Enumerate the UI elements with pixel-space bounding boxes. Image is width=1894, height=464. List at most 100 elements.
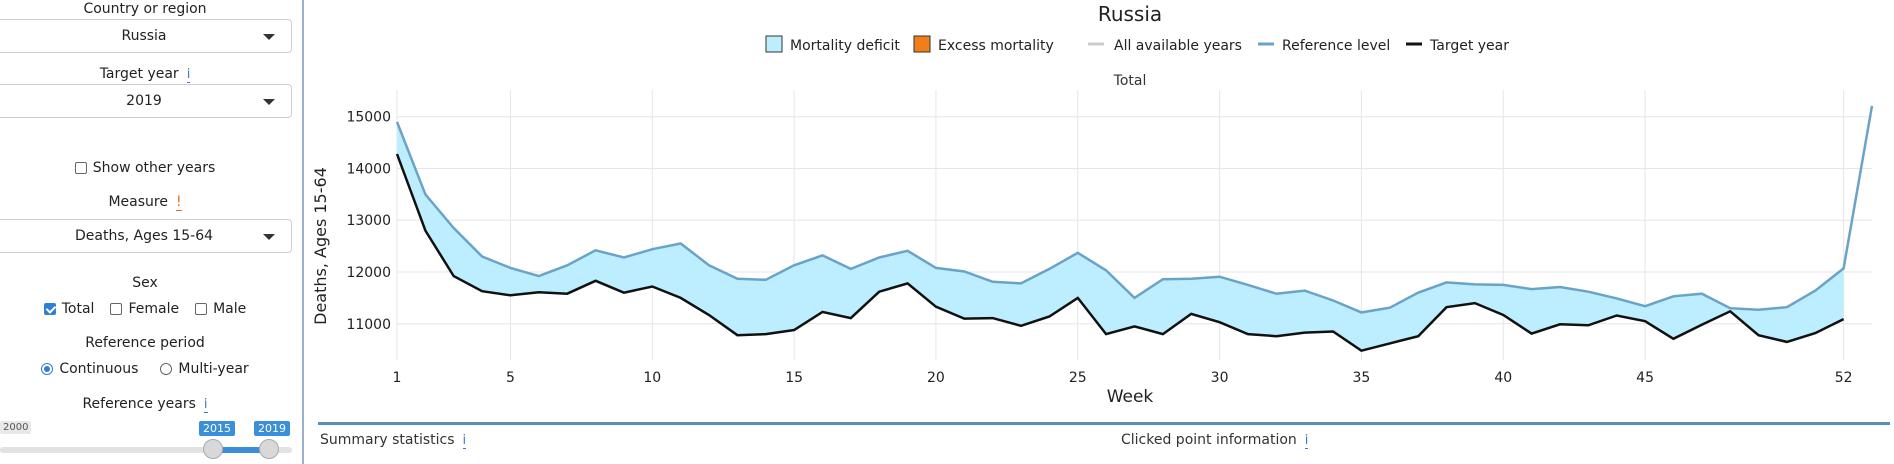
target-point[interactable] [1841, 316, 1847, 322]
target-point[interactable] [1585, 322, 1591, 328]
target-point[interactable] [1358, 348, 1364, 354]
x-tick-label: 30 [1211, 370, 1229, 386]
x-tick-label: 1 [393, 370, 402, 386]
target-point[interactable] [706, 312, 712, 318]
target-point[interactable] [1302, 330, 1308, 336]
sex-options: Total Female Male [0, 301, 290, 317]
x-tick-label: 40 [1494, 370, 1512, 386]
sex-female-checkbox[interactable] [110, 303, 123, 315]
slider-handle-to[interactable] [259, 439, 279, 459]
legend-deficit-label[interactable]: Mortality deficit [790, 38, 900, 54]
sex-male-checkbox[interactable] [195, 303, 208, 315]
target-point[interactable] [905, 280, 911, 286]
country-select-value: Russia [121, 28, 167, 44]
target-point[interactable] [1103, 331, 1109, 337]
ref-multiyear-label: Multi-year [178, 361, 249, 377]
y-tick-label: 13000 [346, 213, 391, 229]
target-point[interactable] [678, 295, 684, 301]
target-point[interactable] [819, 309, 825, 315]
target-point[interactable] [961, 316, 967, 322]
show-other-years-checkbox[interactable] [74, 162, 87, 174]
target-point[interactable] [479, 288, 485, 294]
legend-all-years-label[interactable]: All available years [1114, 38, 1242, 54]
target-year-label: Target year i [99, 66, 191, 83]
target-point[interactable] [876, 289, 882, 295]
ref-years-slider-track[interactable] [0, 447, 292, 453]
target-point[interactable] [593, 278, 599, 284]
target-point[interactable] [1642, 318, 1648, 324]
ref-multiyear-radio[interactable] [160, 363, 173, 375]
legend-excess-swatch [913, 35, 931, 53]
y-tick-label: 15000 [346, 110, 391, 126]
target-point[interactable] [1727, 308, 1733, 314]
target-point[interactable] [1529, 331, 1535, 337]
target-point[interactable] [507, 292, 513, 298]
target-point[interactable] [422, 228, 428, 234]
info-icon[interactable]: i [1304, 433, 1309, 449]
slider-from-label: 2015 [199, 421, 235, 436]
target-point[interactable] [1217, 319, 1223, 325]
measure-select[interactable]: Deaths, Ages 15-64 [0, 219, 292, 253]
target-point[interactable] [990, 315, 996, 321]
target-point[interactable] [1330, 329, 1336, 335]
x-tick-label: 35 [1353, 370, 1371, 386]
slider-min-label: 2000 [0, 421, 32, 434]
ref-continuous-radio[interactable] [41, 363, 54, 375]
legend-target-label[interactable]: Target year [1429, 38, 1509, 54]
target-point[interactable] [1614, 312, 1620, 318]
chevron-down-icon [263, 234, 275, 240]
target-point[interactable] [1245, 331, 1251, 337]
bottom-divider [318, 422, 1890, 425]
target-point[interactable] [1444, 304, 1450, 310]
info-icon[interactable]: i [186, 67, 191, 83]
target-line[interactable] [395, 153, 1845, 353]
target-point[interactable] [649, 283, 655, 289]
y-axis-label: Deaths, Ages 15-64 [311, 167, 330, 325]
target-point[interactable] [1387, 340, 1393, 346]
target-point[interactable] [1075, 295, 1081, 301]
chevron-down-icon [263, 99, 275, 105]
y-tick-label: 12000 [346, 265, 391, 281]
show-other-years-label: Show other years [92, 160, 216, 176]
target-point[interactable] [1415, 333, 1421, 339]
slider-handle-from[interactable] [203, 439, 223, 459]
target-point[interactable] [1670, 336, 1676, 342]
target-point[interactable] [763, 331, 769, 337]
target-point[interactable] [734, 332, 740, 338]
chart-title: Russia [1098, 2, 1162, 26]
chart-subtitle: Total [1113, 73, 1147, 89]
target-point[interactable] [1132, 323, 1138, 329]
target-point[interactable] [621, 290, 627, 296]
target-point[interactable] [1699, 322, 1705, 328]
target-point[interactable] [1784, 339, 1790, 345]
target-point[interactable] [1500, 312, 1506, 318]
info-icon[interactable]: i [462, 433, 467, 449]
target-point[interactable] [1018, 323, 1024, 329]
target-point[interactable] [848, 315, 854, 321]
target-point[interactable] [1756, 332, 1762, 338]
target-point[interactable] [1188, 311, 1194, 317]
sex-total-checkbox[interactable] [43, 303, 56, 315]
target-point[interactable] [1273, 333, 1279, 339]
target-year-select[interactable]: 2019 [0, 84, 292, 118]
x-tick-label: 25 [1069, 370, 1087, 386]
target-point[interactable] [1046, 314, 1052, 320]
target-point[interactable] [933, 304, 939, 310]
target-point[interactable] [451, 273, 457, 279]
target-point[interactable] [1812, 330, 1818, 336]
legend-reference-label[interactable]: Reference level [1282, 38, 1390, 54]
target-point[interactable] [1557, 321, 1563, 327]
target-point[interactable] [791, 327, 797, 333]
target-point[interactable] [536, 289, 542, 295]
target-point[interactable] [564, 291, 570, 297]
reference-line[interactable] [395, 105, 1874, 314]
legend-deficit-swatch [765, 35, 783, 53]
y-tick-label: 14000 [346, 161, 391, 177]
target-point[interactable] [394, 151, 400, 157]
info-icon[interactable]: i [203, 397, 208, 413]
legend-excess-label[interactable]: Excess mortality [938, 38, 1054, 54]
target-point[interactable] [1472, 300, 1478, 306]
country-select[interactable]: Russia [0, 19, 292, 53]
target-point[interactable] [1160, 331, 1166, 337]
warning-icon[interactable]: ! [175, 194, 182, 211]
